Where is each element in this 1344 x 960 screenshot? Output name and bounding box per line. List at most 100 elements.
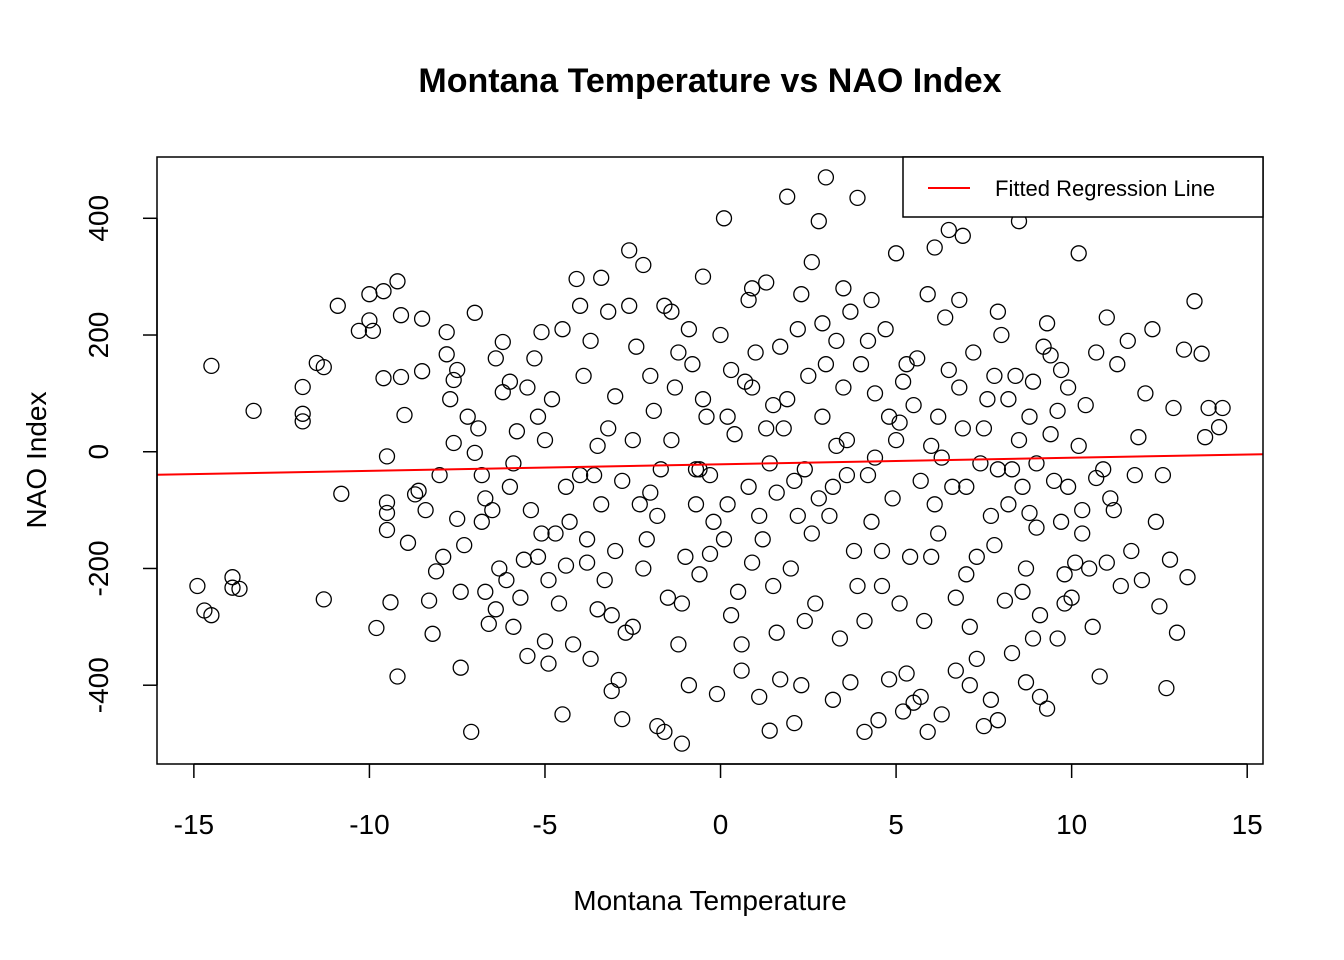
data-point: [1168, 624, 1186, 641]
data-point: [940, 361, 957, 379]
data-point: [842, 303, 859, 320]
data-point: [933, 706, 950, 723]
data-point: [719, 408, 736, 425]
data-point: [923, 437, 940, 455]
data-point: [484, 501, 501, 519]
data-point: [628, 338, 645, 355]
data-point: [656, 723, 673, 741]
data-point: [814, 408, 831, 425]
data-point: [1031, 607, 1049, 624]
data-point: [870, 712, 887, 729]
data-point: [413, 310, 431, 327]
data-point: [477, 583, 494, 600]
data-point: [294, 378, 311, 396]
data-point: [789, 321, 806, 338]
data-point: [438, 323, 455, 341]
data-point: [438, 346, 455, 363]
data-point: [729, 583, 747, 600]
data-point: [765, 577, 782, 595]
data-point: [582, 650, 599, 668]
data-point: [473, 513, 490, 530]
y-tick-label: -200: [83, 540, 114, 596]
data-point: [452, 659, 469, 676]
data-point: [687, 496, 705, 513]
y-tick-label: -400: [83, 657, 114, 713]
data-point: [1137, 385, 1154, 402]
data-point: [582, 332, 599, 350]
data-point: [382, 594, 399, 611]
x-axis-label: Montana Temperature: [573, 885, 846, 916]
data-point: [1151, 598, 1168, 615]
data-point: [652, 461, 669, 478]
data-point: [930, 525, 947, 542]
x-tick-label: -5: [533, 809, 558, 840]
data-point: [961, 677, 978, 694]
y-tick-label: 0: [83, 444, 114, 460]
data-point: [803, 253, 820, 271]
data-point: [533, 323, 550, 341]
data-point: [603, 682, 620, 700]
data-point: [701, 466, 719, 484]
plot-frame: [156, 156, 1264, 765]
data-point: [779, 391, 796, 408]
regression-line: [156, 453, 1264, 476]
data-point: [578, 531, 596, 548]
data-point: [677, 548, 694, 565]
data-point: [315, 358, 332, 376]
data-point: [399, 534, 417, 551]
data-point: [1021, 504, 1038, 522]
data-point: [680, 321, 698, 338]
data-point: [1024, 373, 1042, 390]
data-point: [417, 501, 434, 519]
data-point: [522, 501, 540, 519]
data-point: [361, 312, 378, 329]
data-point: [498, 571, 515, 589]
data-point: [940, 221, 957, 239]
data-point: [596, 571, 613, 589]
data-point: [505, 455, 522, 472]
data-point: [564, 636, 582, 653]
data-point: [884, 490, 901, 507]
data-point: [768, 624, 785, 641]
data-point: [375, 283, 392, 300]
data-point: [722, 607, 740, 624]
data-point: [705, 513, 722, 530]
data-point: [740, 291, 757, 309]
data-point: [986, 367, 1003, 385]
data-point: [972, 455, 989, 472]
data-point: [726, 426, 743, 443]
data-point: [420, 592, 438, 609]
data-point: [635, 256, 652, 274]
data-point: [487, 350, 504, 367]
data-point: [758, 420, 775, 437]
data-point: [856, 723, 873, 741]
data-point: [575, 367, 592, 385]
data-point: [733, 662, 750, 679]
data-point: [835, 280, 852, 297]
data-point: [600, 303, 617, 320]
data-point: [294, 413, 311, 430]
data-point: [887, 431, 905, 449]
data-point: [589, 437, 606, 455]
data-point: [989, 303, 1007, 320]
chart-title: Montana Temperature vs NAO Index: [418, 62, 1001, 100]
data-point: [413, 363, 431, 380]
data-point: [694, 391, 712, 408]
data-point: [751, 688, 768, 706]
data-point: [993, 326, 1010, 344]
data-point: [1077, 396, 1094, 414]
data-point: [1123, 542, 1140, 560]
data-point: [1196, 429, 1214, 446]
data-point: [680, 677, 698, 694]
data-point: [364, 322, 382, 340]
data-point: [979, 391, 996, 408]
data-point: [571, 297, 589, 314]
data-point: [585, 466, 603, 484]
data-point: [751, 507, 768, 525]
data-point: [361, 286, 378, 303]
data-point: [491, 560, 508, 577]
data-point: [838, 431, 856, 449]
data-point: [708, 685, 726, 703]
data-point: [779, 188, 796, 205]
